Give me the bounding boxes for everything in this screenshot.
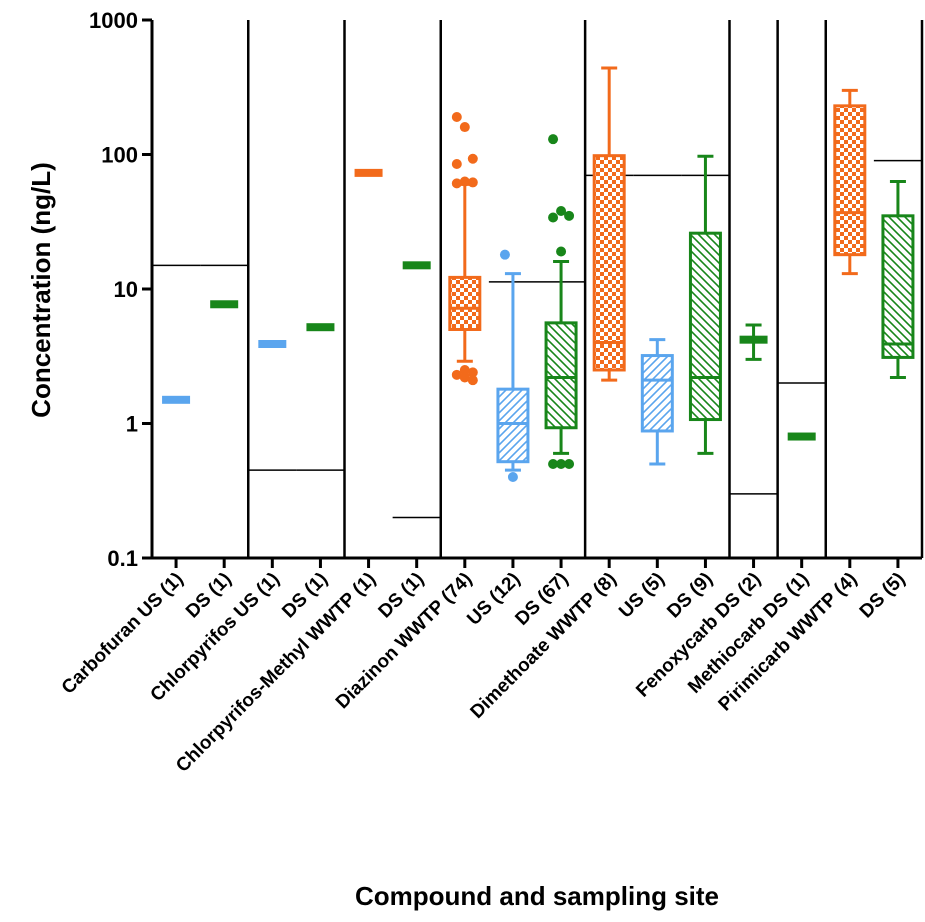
single-value (306, 323, 335, 332)
x-axis-title: Compound and sampling site (355, 881, 719, 911)
x-tick-label: US (12) (463, 569, 524, 630)
box (544, 321, 578, 430)
single-value (787, 432, 816, 441)
y-tick-label: 1000 (89, 8, 138, 33)
outlier (459, 122, 470, 133)
outlier (467, 177, 478, 188)
x-tick-label: US (5) (615, 569, 669, 623)
outlier (459, 176, 470, 187)
box (496, 387, 530, 464)
outlier (556, 206, 567, 217)
outlier (451, 158, 462, 169)
outlier (556, 458, 567, 469)
outlier (459, 372, 470, 383)
outlier (564, 210, 575, 221)
box (881, 214, 915, 359)
outlier (548, 458, 559, 469)
outlier (499, 249, 510, 260)
outlier (548, 212, 559, 223)
outlier (556, 246, 567, 257)
single-value (210, 300, 239, 309)
outlier (451, 178, 462, 189)
outlier (507, 472, 518, 483)
single-value (258, 340, 287, 349)
y-tick-label: 10 (114, 277, 138, 302)
y-tick-label: 0.1 (107, 546, 138, 571)
outlier (459, 364, 470, 375)
y-axis-title: Concentration (ng/L) (26, 162, 56, 418)
y-tick-label: 1 (126, 412, 138, 437)
box (688, 231, 722, 422)
box (833, 104, 867, 257)
outlier (467, 367, 478, 378)
outlier (451, 112, 462, 123)
outlier (564, 458, 575, 469)
outlier (451, 369, 462, 380)
single-value (402, 261, 431, 270)
outlier (548, 134, 559, 145)
single-value (162, 395, 191, 404)
box (448, 275, 482, 331)
median (739, 335, 768, 344)
box (592, 154, 626, 372)
outlier (467, 153, 478, 164)
single-value (354, 168, 383, 177)
y-tick-label: 100 (101, 143, 138, 168)
outlier (467, 375, 478, 386)
box (640, 354, 674, 433)
x-tick-label: DS (5) (856, 569, 910, 623)
